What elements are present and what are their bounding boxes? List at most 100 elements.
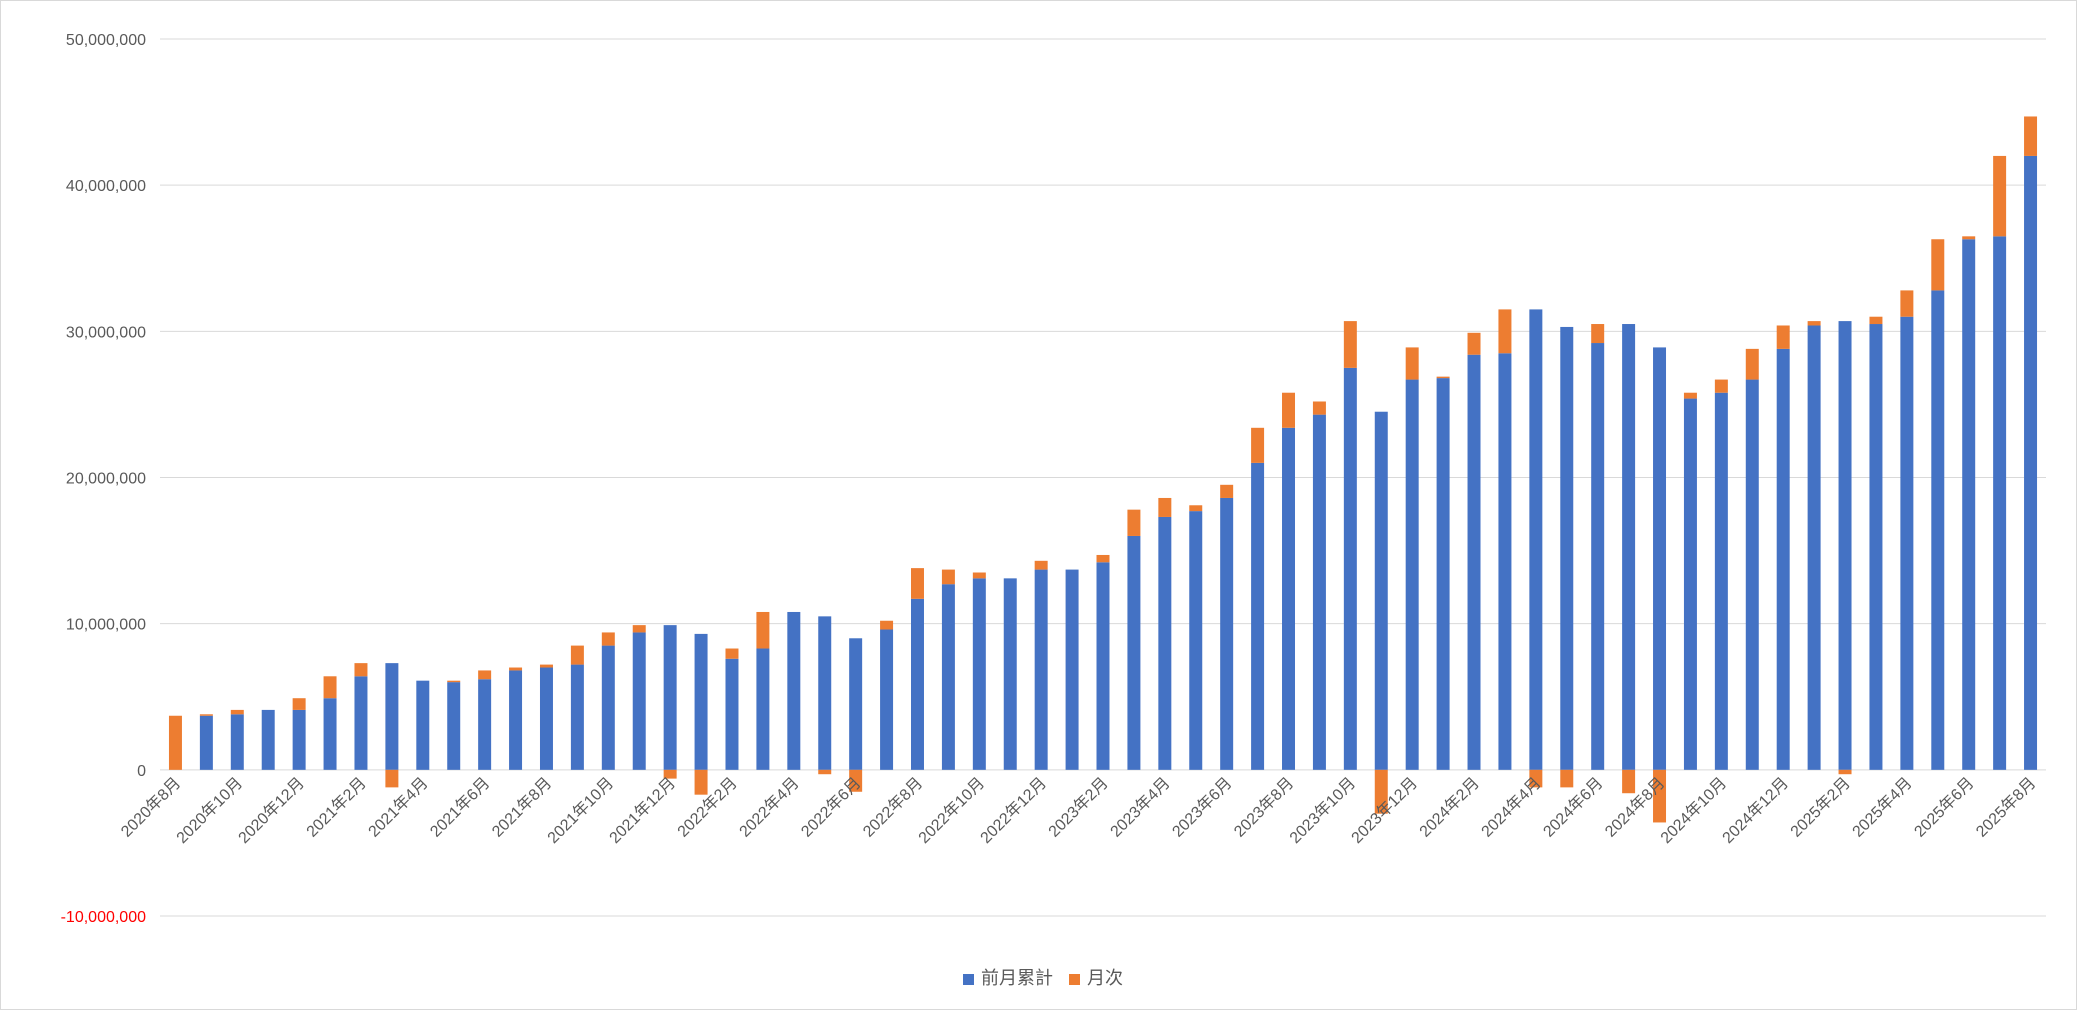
bar-monthly [323,676,337,699]
x-tick-label: 2023年4月 [1107,774,1174,841]
x-tick-label: 2023年6月 [1169,774,1236,841]
bar-cumulative [539,667,553,770]
y-tick-label: 0 [137,763,146,780]
bar-cumulative [663,625,677,770]
y-tick-label: 50,000,000 [66,32,146,49]
bar-cumulative [756,648,770,770]
x-tick-label: 2024年2月 [1416,774,1483,841]
bar-monthly [168,715,182,770]
bar-monthly [1436,376,1450,379]
bar-monthly [570,645,584,665]
bar-cumulative [632,632,646,770]
bar-cumulative [849,638,863,770]
bar-monthly [1405,347,1419,380]
bar-cumulative [1962,239,1976,770]
bar-monthly [354,663,368,677]
bar-monthly [1962,236,1976,240]
bar-cumulative [1003,578,1017,770]
bar-monthly [385,769,399,788]
x-tick-label: 2024年10月 [1657,774,1730,847]
y-tick-label: 30,000,000 [66,324,146,341]
bar-monthly [910,568,924,599]
legend-label-monthly: 月次 [1087,968,1123,988]
bar-monthly [539,664,553,668]
bar-cumulative [910,598,924,770]
bar-cumulative [972,578,986,770]
bars [168,116,2038,823]
bar-monthly [1096,554,1110,563]
x-tick-label: 2021年10月 [544,774,617,847]
bar-monthly [1343,321,1357,368]
bar-cumulative [601,645,615,770]
bar-monthly [756,611,770,649]
x-tick-label: 2020年10月 [173,774,246,847]
bar-monthly [694,769,708,795]
bar-monthly [1993,155,2007,237]
bar-monthly [972,572,986,579]
bar-monthly [1838,769,1852,775]
y-tick-label: -10,000,000 [61,909,147,926]
x-tick-label: 2020年12月 [235,774,308,847]
x-tick-label: 2025年2月 [1787,774,1854,841]
bar-monthly [1034,560,1048,570]
legend: 前月累計 月次 [963,968,1123,988]
bar-monthly [1560,769,1574,788]
bar-monthly [1807,321,1821,326]
bar-cumulative [1251,462,1265,770]
bar-monthly [1220,484,1234,498]
bar-monthly [1529,769,1543,788]
bar-cumulative [385,663,399,770]
bar-cumulative [509,670,523,770]
x-tick-label: 2022年10月 [915,774,988,847]
bar-cumulative [1931,290,1945,770]
bar-monthly [663,769,677,779]
bar-cumulative [447,682,461,770]
bar-monthly [818,769,832,775]
x-tick-label: 2021年6月 [427,774,494,841]
y-tick-label: 40,000,000 [66,178,146,195]
x-tick-label: 2022年12月 [977,774,1050,847]
x-axis-labels: 2020年8月2020年10月2020年12月2021年2月2021年4月202… [117,774,2039,847]
bar-cumulative [1745,379,1759,770]
bar-monthly [1776,325,1790,349]
bar-cumulative [1343,367,1357,770]
bar-monthly [1714,379,1728,393]
bar-cumulative [199,715,213,770]
x-tick-label: 2021年12月 [606,774,679,847]
x-tick-label: 2025年8月 [1973,774,2040,841]
bar-cumulative [292,709,306,770]
bar-cumulative [1900,316,1914,770]
bar-monthly [478,670,492,680]
bar-cumulative [230,714,244,770]
bar-cumulative [1869,324,1883,770]
bar-cumulative [1683,398,1697,770]
bar-cumulative [261,709,275,770]
x-tick-label: 2022年4月 [736,774,803,841]
x-tick-label: 2023年2月 [1045,774,1112,841]
bar-cumulative [1529,309,1543,770]
bar-cumulative [1714,392,1728,770]
x-tick-label: 2022年8月 [859,774,926,841]
bar-monthly [1374,769,1388,814]
bar-cumulative [1560,326,1574,770]
bar-cumulative [1807,325,1821,770]
bar-monthly [1869,316,1883,325]
bar-cumulative [478,679,492,770]
bar-cumulative [694,633,708,770]
bar-monthly [1158,497,1172,517]
bar-cumulative [1189,511,1203,770]
y-axis-labels: 50,000,000 40,000,000 30,000,000 20,000,000… [61,32,147,926]
bar-cumulative [1776,348,1790,770]
bar-monthly [1683,392,1697,399]
bar-cumulative [416,680,430,770]
bar-monthly [1931,239,1945,291]
bar-monthly [1653,769,1667,823]
bar-cumulative [2024,155,2038,770]
bar-cumulative [1993,236,2007,770]
bar-cumulative [323,698,337,770]
bar-cumulative [1282,427,1296,770]
bar-cumulative [1065,569,1079,770]
bar-monthly [2024,116,2038,156]
y-tick-label: 20,000,000 [66,471,146,488]
